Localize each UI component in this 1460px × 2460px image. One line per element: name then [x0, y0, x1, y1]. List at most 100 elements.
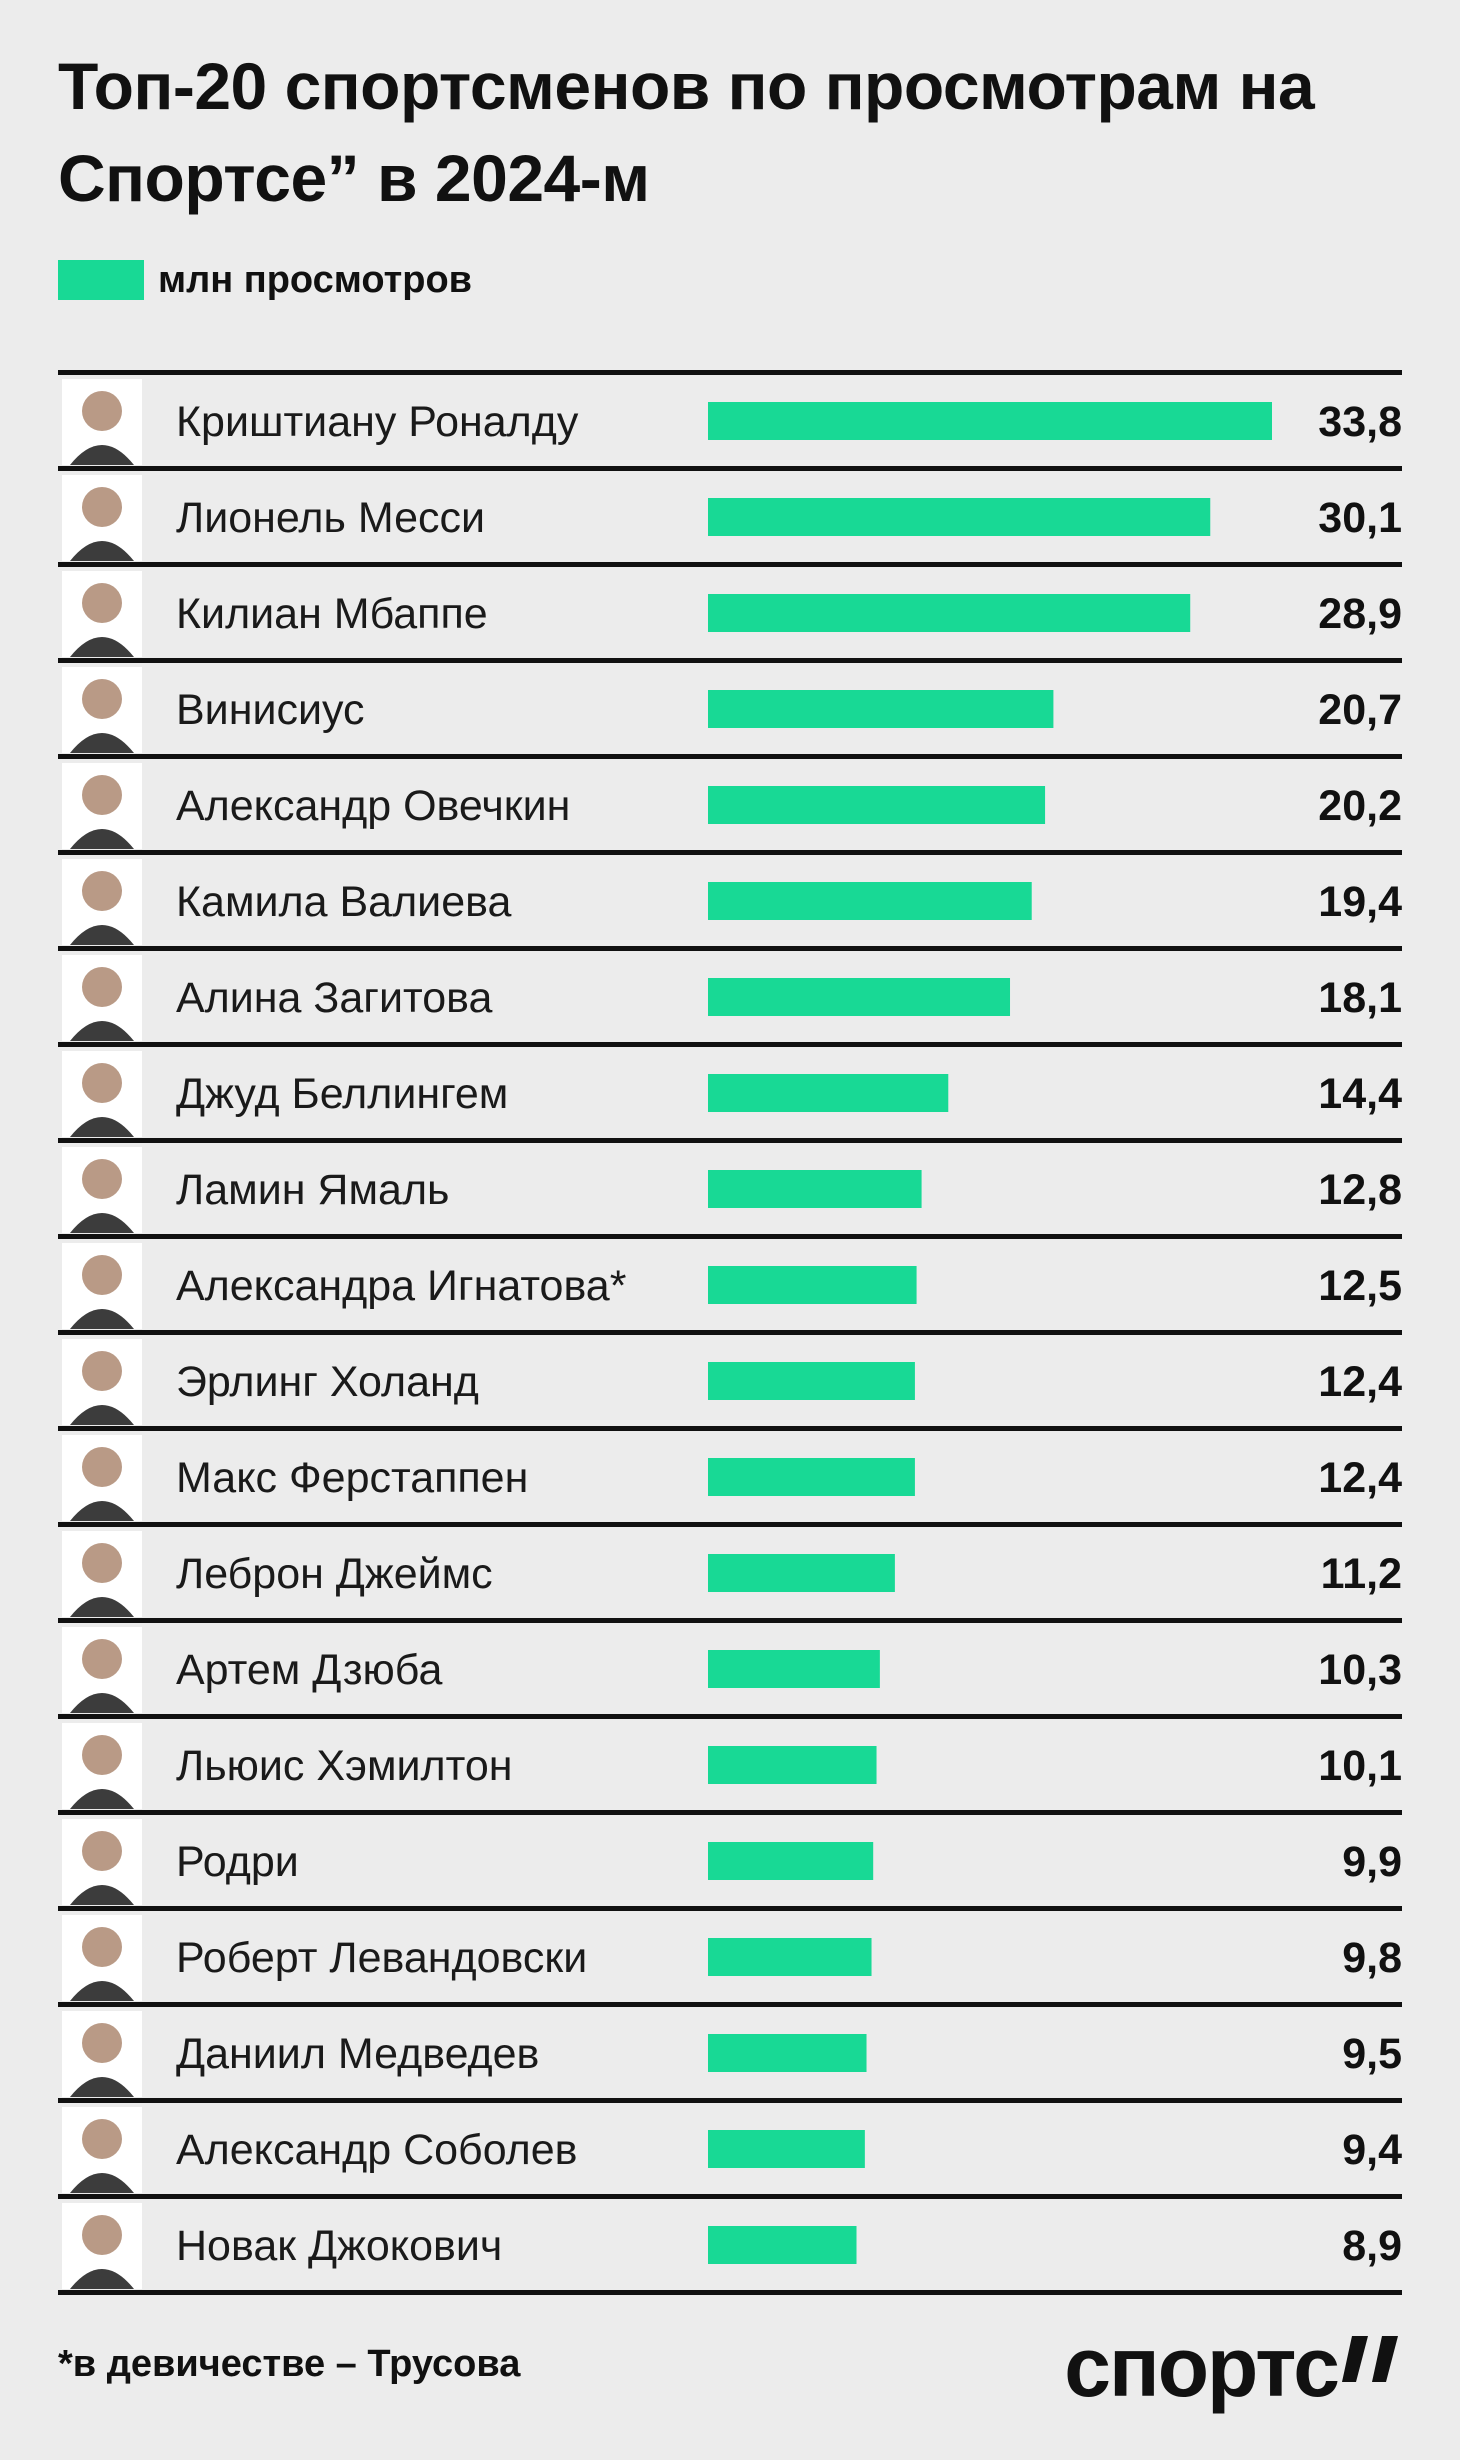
person-body-icon — [70, 2269, 134, 2289]
athlete-photo — [62, 667, 142, 753]
person-body-icon — [70, 1117, 134, 1137]
value-label: 10,1 — [1318, 1742, 1402, 1790]
bar — [708, 1650, 880, 1688]
value-label: 28,9 — [1318, 590, 1402, 638]
value-label: 20,2 — [1318, 782, 1402, 830]
legend-label: млн просмотров — [158, 259, 473, 301]
legend: млн просмотров — [58, 258, 472, 302]
bar — [708, 1746, 877, 1784]
athlete-photo — [62, 859, 142, 945]
athlete-name: Александр Овечкин — [176, 782, 570, 830]
person-head-icon — [82, 2215, 122, 2255]
athlete-photo — [62, 1819, 142, 1905]
row-divider — [58, 1522, 1402, 1527]
value-label: 9,8 — [1342, 1934, 1402, 1982]
athlete-photo — [62, 1243, 142, 1329]
bar — [708, 498, 1211, 536]
athlete-photo — [62, 379, 142, 465]
row-divider — [58, 1618, 1402, 1623]
person-body-icon — [70, 2173, 134, 2193]
person-head-icon — [82, 1543, 122, 1583]
athlete-name: Роберт Левандовски — [176, 1934, 587, 1982]
athlete-photo — [62, 1051, 142, 1137]
value-label: 33,8 — [1318, 398, 1402, 446]
person-head-icon — [82, 391, 122, 431]
bar — [708, 882, 1032, 920]
value-label: 12,5 — [1318, 1262, 1402, 1310]
row-divider — [58, 2002, 1402, 2007]
row-divider — [58, 1138, 1402, 1143]
athlete-photo — [62, 1915, 142, 2001]
person-body-icon — [70, 637, 134, 657]
row-divider — [58, 1810, 1402, 1815]
person-body-icon — [70, 733, 134, 753]
logo-quote-icon — [1342, 2336, 1398, 2382]
footnote: *в девичестве – Трусова — [58, 2343, 521, 2385]
person-body-icon — [70, 1981, 134, 2001]
person-head-icon — [82, 871, 122, 911]
athlete-photo — [62, 2011, 142, 2097]
row-divider — [58, 1042, 1402, 1047]
row-divider — [58, 658, 1402, 663]
person-body-icon — [70, 829, 134, 849]
athlete-photo — [62, 475, 142, 561]
athlete-name: Алина Загитова — [176, 974, 492, 1022]
person-head-icon — [82, 679, 122, 719]
athlete-name: Килиан Мбаппе — [176, 590, 488, 638]
bar — [708, 1362, 915, 1400]
value-label: 9,5 — [1342, 2030, 1402, 2078]
row-divider — [58, 1426, 1402, 1431]
athlete-name: Александра Игнатова* — [176, 1262, 627, 1310]
person-head-icon — [82, 1735, 122, 1775]
value-label: 11,2 — [1321, 1550, 1402, 1598]
athlete-photo — [62, 1339, 142, 1425]
athlete-name: Криштиану Роналду — [176, 398, 579, 446]
athlete-photo — [62, 1147, 142, 1233]
bar — [708, 1842, 874, 1880]
value-label: 12,4 — [1318, 1454, 1402, 1502]
person-body-icon — [70, 1693, 134, 1713]
row-divider — [58, 1714, 1402, 1719]
row-divider-top — [58, 370, 1402, 375]
person-body-icon — [70, 445, 134, 465]
bar — [708, 2226, 857, 2264]
person-body-icon — [70, 2077, 134, 2097]
athlete-photo — [62, 1723, 142, 1809]
bar — [708, 2034, 867, 2072]
person-head-icon — [82, 775, 122, 815]
person-body-icon — [70, 1309, 134, 1329]
person-head-icon — [82, 967, 122, 1007]
athlete-name: Даниил Медведев — [176, 2030, 539, 2078]
value-label: 19,4 — [1318, 878, 1402, 926]
row-divider — [58, 1330, 1402, 1335]
athlete-name: Джуд Беллингем — [176, 1070, 508, 1118]
value-label: 10,3 — [1318, 1646, 1402, 1694]
value-label: 30,1 — [1318, 494, 1402, 542]
bar — [708, 1266, 917, 1304]
athlete-name: Александр Соболев — [176, 2126, 578, 2174]
bar — [708, 978, 1011, 1016]
athlete-name: Камила Валиева — [176, 878, 511, 926]
bar — [708, 1074, 949, 1112]
person-body-icon — [70, 1885, 134, 1905]
row-divider — [58, 2098, 1402, 2103]
row-divider — [58, 466, 1402, 471]
athlete-photo — [62, 955, 142, 1041]
athlete-photo — [62, 2107, 142, 2193]
person-body-icon — [70, 1213, 134, 1233]
person-body-icon — [70, 541, 134, 561]
legend-swatch — [58, 260, 144, 300]
brand-logo: спортс — [1064, 2322, 1402, 2412]
athlete-name: Леброн Джеймс — [176, 1550, 493, 1598]
person-head-icon — [82, 487, 122, 527]
value-label: 12,4 — [1318, 1358, 1402, 1406]
bar — [708, 690, 1054, 728]
row-divider — [58, 1906, 1402, 1911]
person-body-icon — [70, 925, 134, 945]
athlete-name: Винисиус — [176, 686, 365, 734]
row-divider — [58, 946, 1402, 951]
value-label: 14,4 — [1318, 1070, 1402, 1118]
row-divider — [58, 2290, 1402, 2295]
row-divider — [58, 562, 1402, 567]
person-head-icon — [82, 2119, 122, 2159]
